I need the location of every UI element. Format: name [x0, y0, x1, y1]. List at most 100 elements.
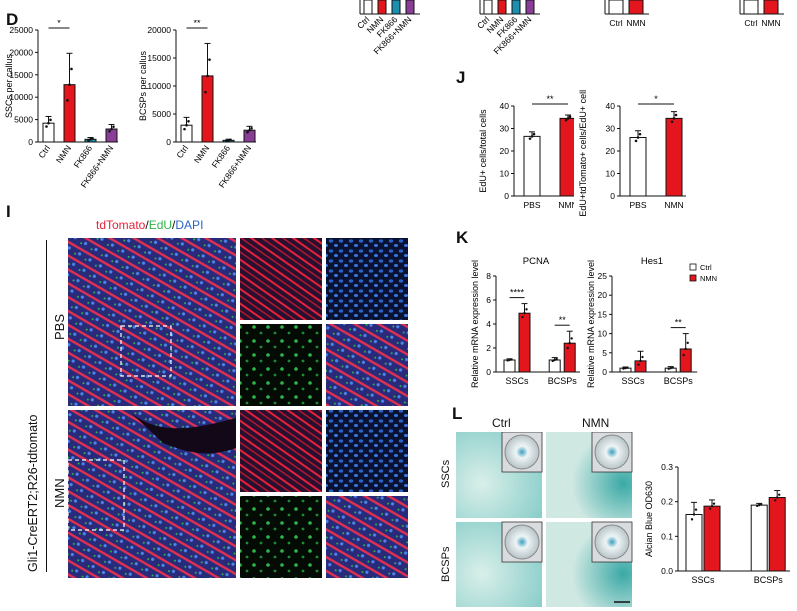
micrograph-pbs-edu [240, 324, 322, 406]
data-point [45, 125, 48, 128]
data-point [564, 118, 568, 122]
bar [511, 0, 521, 15]
y-tick-label: 25000 [9, 25, 33, 35]
bar [628, 0, 644, 15]
bar [503, 359, 516, 373]
data-point [532, 132, 536, 136]
stain-title: tdTomato/EdU/DAPI [96, 218, 203, 232]
y-tick-label: 0 [486, 367, 491, 377]
y-tick-label: 15000 [9, 70, 33, 80]
bar [548, 359, 561, 373]
bar [559, 117, 574, 197]
data-point [690, 518, 694, 521]
x-tick-label: PBS [629, 200, 646, 210]
data-point [622, 367, 625, 370]
bar [483, 0, 493, 15]
legend-swatch [689, 274, 697, 282]
y-tick-label: 15 [598, 309, 608, 319]
chart-title: Hes1 [641, 256, 663, 267]
data-point [229, 138, 232, 142]
data-point [248, 128, 251, 132]
y-tick-label: 20000 [147, 25, 171, 35]
y-tick-label: 25 [598, 271, 608, 281]
bar [63, 84, 76, 143]
y-tick-label: 15000 [147, 53, 171, 63]
data-point [89, 138, 92, 141]
data-point [712, 502, 716, 505]
stain-dapi: DAPI [175, 218, 204, 232]
x-tick-label: NMN [54, 143, 73, 165]
y-tick-label: 10000 [147, 81, 171, 91]
y-tick-label: 6 [486, 295, 491, 305]
x-tick-label: SSCs [621, 376, 645, 386]
y-tick-label: 0 [504, 191, 509, 201]
bar [763, 0, 779, 15]
panel-letter-i: I [6, 202, 11, 221]
bar [391, 0, 401, 15]
data-point [636, 136, 640, 139]
bar [679, 348, 692, 373]
chart-edu-tdtomato: 0 10 20 30 40 EdU+tdTomato+ cells/EdU+ cells P… [578, 90, 686, 217]
data-point [47, 121, 50, 125]
stain-sep-2: / [172, 218, 176, 232]
data-point [626, 366, 629, 369]
panel-letter-d: D [6, 10, 19, 29]
data-point [66, 99, 69, 102]
x-tick-label: BCSPs [754, 575, 784, 585]
micrograph-nmn-dapi [326, 410, 408, 492]
bar [743, 0, 759, 15]
data-point [110, 127, 113, 131]
y-tick-label: 20 [606, 146, 616, 156]
x-tick-label: SSCs [691, 575, 715, 585]
x-tick-label: SSCs [505, 376, 529, 386]
data-point [710, 504, 714, 508]
data-point [510, 358, 513, 361]
x-tick-label: NMN [626, 18, 645, 28]
y-tick-label: 40 [500, 101, 510, 111]
bar [608, 0, 624, 15]
y-axis-label: Relative mRNA expression level [470, 260, 480, 388]
y-tick-label: 40 [606, 101, 616, 111]
data-point [49, 118, 52, 122]
x-tick-label: Ctrl [609, 18, 622, 28]
data-point [638, 132, 642, 136]
chart-bcsp-per-callus: 0 5000 10000 15000 20000 BCSPs per callus Ctrl… [138, 20, 256, 190]
bar [180, 124, 193, 143]
y-tick-label: 10000 [9, 92, 33, 102]
data-point [555, 357, 558, 361]
bar [634, 360, 647, 373]
y-tick-label: 10 [606, 169, 616, 179]
data-point [112, 125, 115, 129]
bar [377, 0, 387, 15]
data-point [70, 67, 73, 71]
micrograph-nmn-tdtomato [240, 410, 322, 492]
data-point [667, 367, 670, 370]
y-axis-label: SSCs per callus [4, 53, 14, 118]
y-tick-label: 0 [28, 137, 33, 147]
significance-marker: ** [546, 94, 554, 104]
data-point [708, 507, 712, 510]
y-axis-label: EdU+tdTomato+ cells/EdU+ cells [578, 90, 588, 217]
panel-letter-l: L [452, 404, 463, 423]
bar [750, 504, 768, 572]
data-point [108, 129, 111, 133]
micrograph-nmn-void [128, 410, 236, 454]
roi-box-pbs [120, 325, 172, 377]
y-axis-label: BCSPs per callus [138, 50, 148, 121]
x-tick-label: Ctrl [174, 143, 190, 160]
stain-tdtomato: tdTomato [96, 218, 146, 232]
bar [525, 0, 535, 15]
bar [685, 513, 703, 572]
data-point [87, 138, 90, 142]
bar [518, 312, 531, 373]
data-point [686, 341, 689, 345]
genotype-label: Gli1-CreERT2;R26-tdtomato [26, 414, 40, 572]
data-point [671, 366, 674, 369]
data-point [183, 127, 186, 131]
data-point [624, 366, 627, 370]
data-point [774, 499, 777, 502]
y-tick-label: 30 [500, 124, 510, 134]
y-tick-label: 20 [598, 290, 608, 300]
